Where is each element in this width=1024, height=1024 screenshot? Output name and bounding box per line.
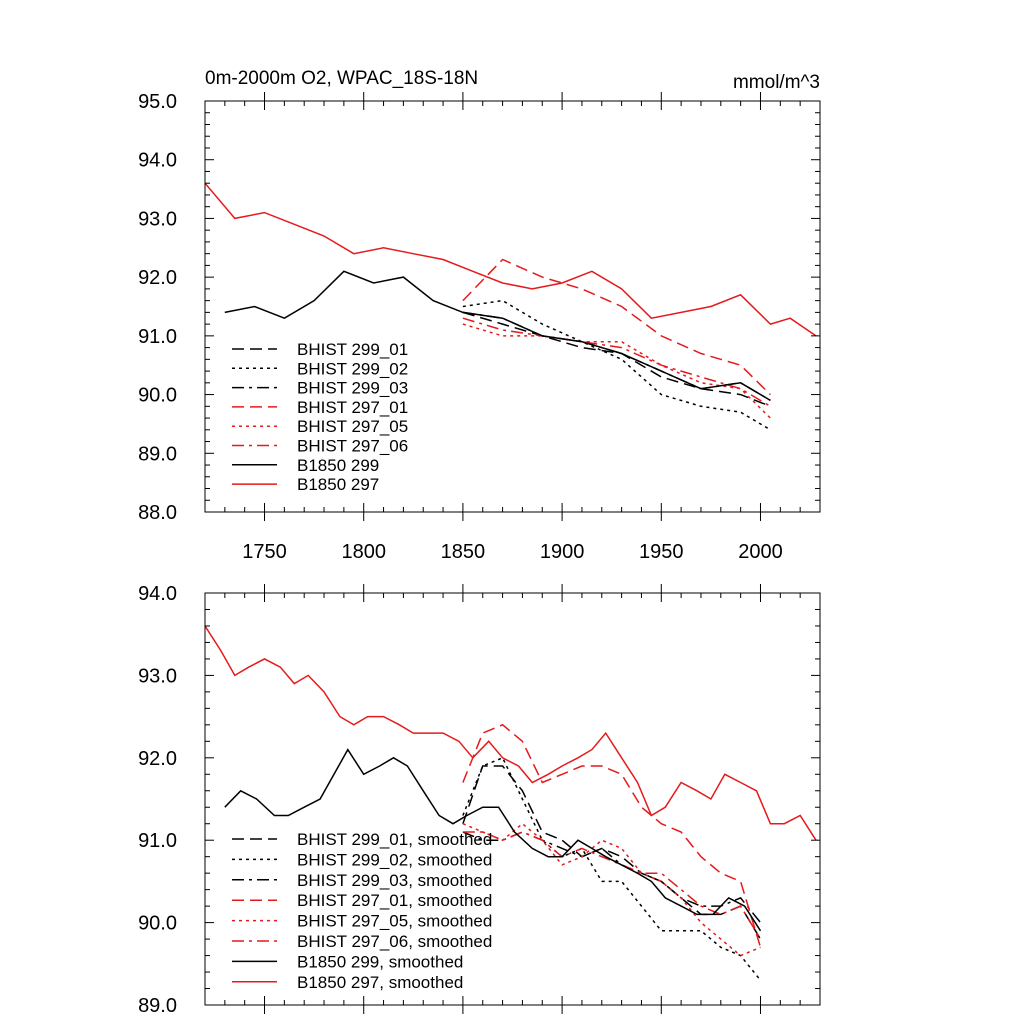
units-label: mmol/m^3 xyxy=(733,72,820,93)
top-y-tick-label: 91.0 xyxy=(138,326,177,348)
top-x-tick-label: 1750 xyxy=(242,541,287,563)
bottom-legend-label-bhist-297-05-smoothed: BHIST 297_05, smoothed xyxy=(297,912,492,931)
bottom-y-tick-label: 92.0 xyxy=(138,748,177,770)
top-panel: 0m-2000m O2, WPAC_18S-18N mmol/m^3 88.08… xyxy=(138,68,821,563)
top-legend-label-bhist-297-05: BHIST 297_05 xyxy=(297,417,408,436)
bottom-legend-label-bhist-299-03-smoothed: BHIST 299_03, smoothed xyxy=(297,871,492,890)
bottom-series-bhist-297-01-smoothed xyxy=(462,723,762,948)
top-series-bhist-299-01 xyxy=(462,311,771,407)
top-x-tick-label: 1950 xyxy=(639,541,684,563)
bottom-series-b1850-299-smoothed xyxy=(224,748,762,932)
top-x-tick-label: 1900 xyxy=(540,541,585,563)
top-y-tick-label: 94.0 xyxy=(138,150,177,172)
bottom-series-bhist-299-03-smoothed xyxy=(462,831,762,924)
bottom-series-bhist-299-02-smoothed xyxy=(462,756,762,981)
bottom-legend-label-bhist-297-06-smoothed: BHIST 297_06, smoothed xyxy=(297,932,492,951)
bottom-series-bhist-297-06-smoothed xyxy=(462,831,762,940)
top-legend-label-bhist-299-02: BHIST 299_02 xyxy=(297,359,408,378)
top-y-tick-label: 88.0 xyxy=(138,502,177,524)
top-legend-label-b1850-297: B1850 297 xyxy=(297,475,379,494)
bottom-legend-label-bhist-297-01-smoothed: BHIST 297_01, smoothed xyxy=(297,891,492,910)
top-x-tick-label: 1850 xyxy=(441,541,486,563)
top-series-bhist-297-01 xyxy=(462,258,771,396)
bottom-legend-label-b1850-297-smoothed: B1850 297, smoothed xyxy=(297,973,463,992)
top-y-tick-labels: 88.0 89.0 90.0 91.0 92.0 93.0 94.0 95.0 xyxy=(138,91,177,524)
top-legend-label-b1850-299: B1850 299 xyxy=(297,456,379,475)
top-legend-label-bhist-297-01: BHIST 297_01 xyxy=(297,398,408,417)
bottom-y-tick-label: 91.0 xyxy=(138,830,177,852)
chart-title: 0m-2000m O2, WPAC_18S-18N xyxy=(205,68,478,89)
bottom-legend-label-b1850-299-smoothed: B1850 299, smoothed xyxy=(297,952,463,971)
bottom-legend-label-bhist-299-02-smoothed: BHIST 299_02, smoothed xyxy=(297,850,492,869)
bottom-panel: 89.0 90.0 91.0 92.0 93.0 94.0 BHIST 299_01, s… xyxy=(138,583,821,1017)
bottom-plot-frame xyxy=(204,592,821,1006)
top-x-tick-label: 2000 xyxy=(738,541,783,563)
top-y-tick-label: 90.0 xyxy=(138,385,177,407)
top-series-group xyxy=(204,182,817,431)
top-series-bhist-297-06 xyxy=(462,317,771,407)
bottom-ticks xyxy=(205,584,821,1014)
bottom-series-b1850-297-smoothed xyxy=(204,625,817,841)
top-plot-frame xyxy=(204,100,821,513)
top-x-tick-label: 1800 xyxy=(341,541,386,563)
bottom-legend-label-bhist-299-01-smoothed: BHIST 299_01, smoothed xyxy=(297,830,492,849)
top-series-b1850-297 xyxy=(204,182,817,337)
top-series-bhist-297-05 xyxy=(462,323,771,419)
bottom-y-tick-label: 89.0 xyxy=(138,995,177,1017)
top-y-tick-label: 95.0 xyxy=(138,91,177,113)
bottom-series-bhist-297-05-smoothed xyxy=(462,822,761,957)
top-legend-label-bhist-299-01: BHIST 299_01 xyxy=(297,340,408,359)
top-y-tick-label: 92.0 xyxy=(138,267,177,289)
bottom-y-tick-label: 94.0 xyxy=(138,583,177,605)
top-y-tick-label: 93.0 xyxy=(138,208,177,230)
top-legend-label-bhist-299-03: BHIST 299_03 xyxy=(297,379,408,398)
top-y-tick-label: 89.0 xyxy=(138,443,177,465)
bottom-series-group xyxy=(204,625,817,981)
top-x-tick-labels: 1750 1800 1850 1900 1950 2000 xyxy=(242,541,782,563)
bottom-y-tick-label: 90.0 xyxy=(138,913,177,935)
bottom-series-bhist-299-01-smoothed xyxy=(462,765,762,940)
top-series-bhist-299-02 xyxy=(462,299,771,431)
bottom-y-tick-label: 93.0 xyxy=(138,665,177,687)
top-legend-label-bhist-297-06: BHIST 297_06 xyxy=(297,437,408,456)
top-series-b1850-299 xyxy=(224,270,771,402)
bottom-y-tick-labels: 89.0 90.0 91.0 92.0 93.0 94.0 xyxy=(138,583,177,1017)
